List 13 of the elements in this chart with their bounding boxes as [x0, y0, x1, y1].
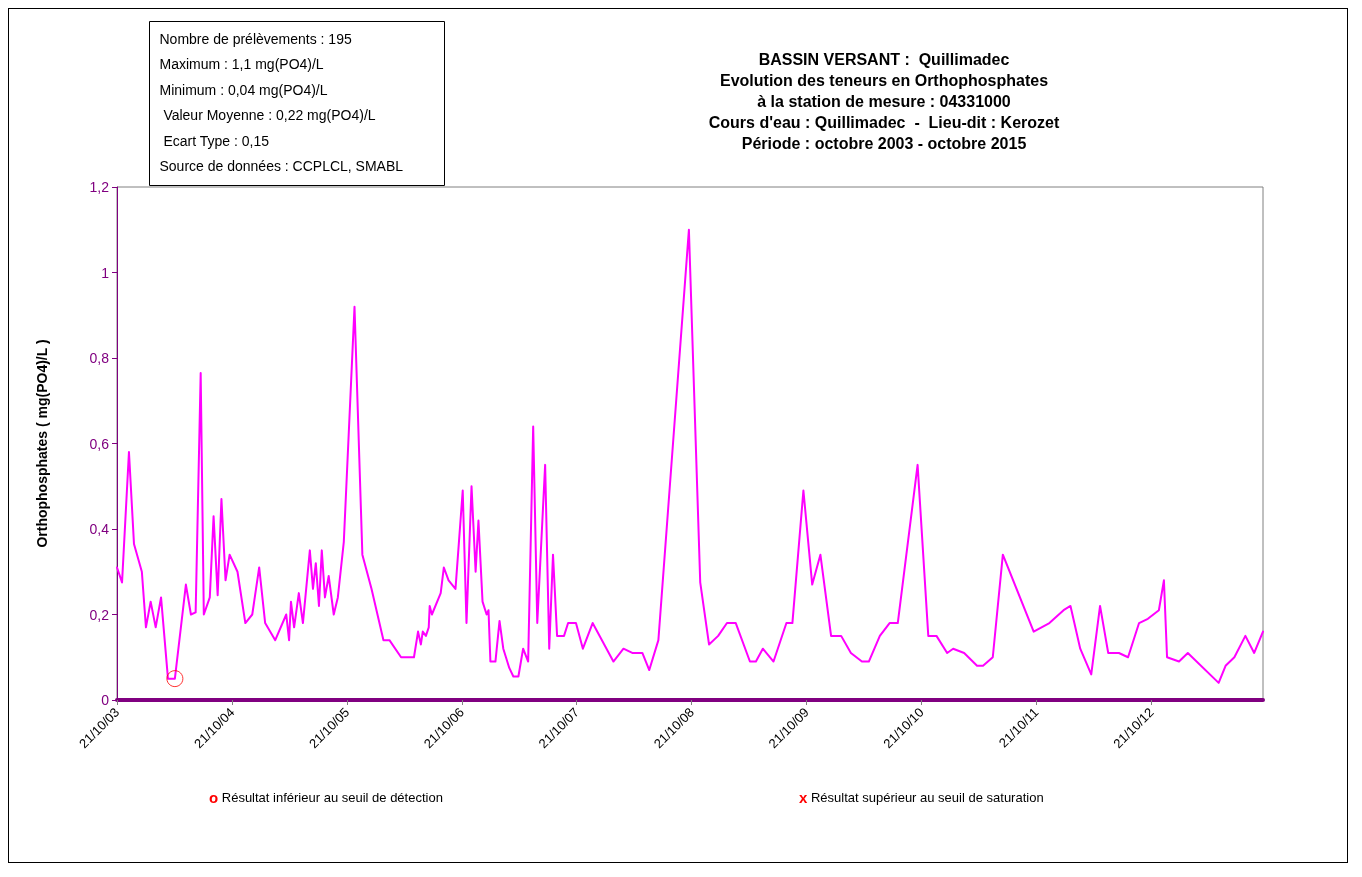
text: o Résultat inférieur au seuil de détection [209, 789, 443, 806]
line-series [116, 228, 1264, 684]
text: Nombre de prélèvements : 195 Maximum : 1,1 mg(PO4)/L Minimum : 0,04 mg(PO4)/L Valeur Moyenne : 0,22 mg(PO4)/L Ecart Type : 0,15 Source de données : CCPLCL, SMABL [159, 30, 404, 174]
y-tick-label: 0,4 [89, 521, 110, 537]
y-tick-label: 0,8 [89, 350, 110, 366]
y-tick-label: 0 [101, 692, 110, 708]
y-tick-label: 0,6 [89, 435, 110, 452]
y-tick-label: 1 [101, 264, 110, 281]
text: x Résultat supérieur au seuil de saturation [799, 789, 1044, 806]
chart-title: BASSIN VERSANT : Quillimadec Evolution des teneurs en Orthophosphates à la station de mesure : 04331000 Cours d'eau : Quillimadec - Lieu-dit : Kerozet Période : octobre 2003 - octobre 2015 [708, 51, 1060, 152]
y-tick-label: 1,2 [89, 179, 110, 195]
y-axis-title: Orthophosphates ( mg(PO4)/L ) [34, 339, 50, 548]
y-tick-label: 0,2 [89, 606, 110, 623]
